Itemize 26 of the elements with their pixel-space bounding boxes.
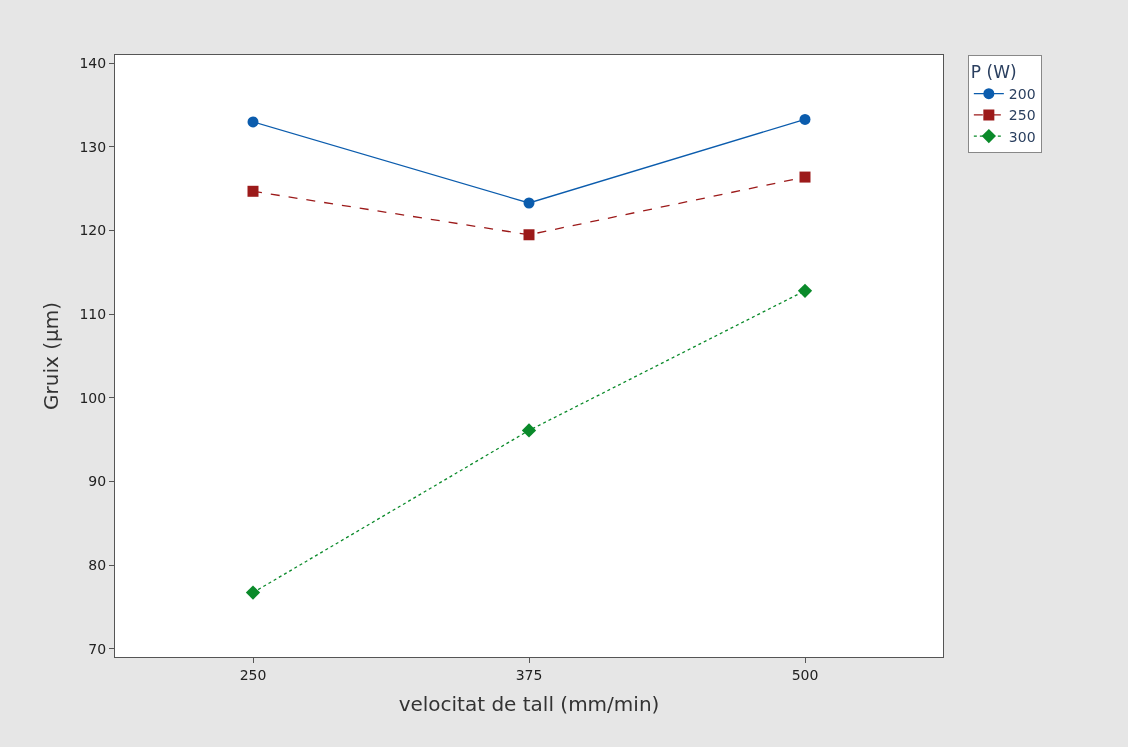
point bbox=[799, 113, 811, 125]
x-tick-label: 500 bbox=[791, 666, 819, 683]
y-tick-label: 120 bbox=[79, 222, 107, 239]
point bbox=[797, 283, 813, 298]
legend-label: 200 bbox=[1008, 86, 1036, 103]
point bbox=[247, 116, 259, 128]
y-tick-label: 110 bbox=[79, 306, 107, 323]
point bbox=[523, 197, 535, 209]
point bbox=[247, 185, 259, 197]
y-tick-label: 130 bbox=[79, 138, 107, 155]
point bbox=[521, 423, 537, 438]
legend-label: 300 bbox=[1008, 128, 1036, 145]
point bbox=[245, 585, 261, 600]
y-tick-label: 80 bbox=[88, 556, 107, 573]
y-axis-title: Gruix (µm) bbox=[38, 302, 63, 410]
x-tick-label: 250 bbox=[239, 666, 267, 683]
point bbox=[523, 229, 535, 241]
y-tick-label: 70 bbox=[88, 640, 107, 657]
point bbox=[799, 171, 811, 183]
y-tick-label: 90 bbox=[88, 473, 107, 490]
y-tick-label: 100 bbox=[79, 389, 107, 406]
x-tick-label: 375 bbox=[515, 666, 543, 683]
legend-title: P (W) bbox=[970, 62, 1017, 83]
y-tick-label: 140 bbox=[79, 55, 107, 72]
x-axis-title: velocitat de tall (mm/min) bbox=[398, 692, 660, 717]
legend-label: 250 bbox=[1008, 107, 1036, 124]
